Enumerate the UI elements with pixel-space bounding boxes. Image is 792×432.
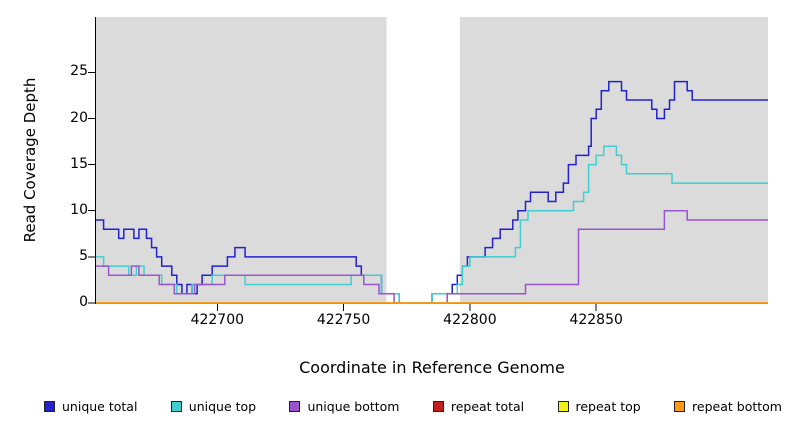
y-tick-label: 15 — [70, 155, 88, 172]
legend-item-repeat-top: repeat top — [557, 399, 641, 414]
x-tick-label: 422800 — [443, 312, 497, 328]
gap-region — [386, 17, 460, 303]
y-tick-label: 10 — [70, 201, 88, 218]
legend-label-unique-total: unique total — [62, 399, 138, 414]
legend-label-repeat-top: repeat top — [575, 399, 641, 414]
x-tick-label: 422750 — [316, 312, 371, 328]
legend-item-unique-bottom: unique bottom — [289, 399, 400, 414]
y-tick-label: 25 — [70, 63, 88, 80]
y-tick-label: 0 — [79, 294, 88, 310]
series-line-unique-top — [96, 145, 768, 304]
x-tick-label: 422700 — [190, 312, 245, 328]
legend-swatch-unique-top — [170, 401, 182, 412]
legend-swatch-repeat-top — [557, 401, 569, 412]
y-tick-label: 20 — [70, 109, 88, 126]
legend-label-repeat-bottom: repeat bottom — [692, 399, 782, 414]
legend-label-unique-top: unique top — [188, 399, 257, 414]
legend-item-unique-total: unique total — [44, 399, 137, 414]
x-tick-label: 422850 — [569, 312, 623, 328]
y-tick-label: 5 — [79, 247, 88, 264]
legend-swatch-repeat-bottom — [674, 401, 686, 412]
legend-swatch-repeat-total — [432, 401, 444, 412]
legend-swatch-unique-total — [44, 401, 55, 412]
y-axis-label: Read Coverage Depth — [21, 77, 39, 243]
series-line-unique-bottom — [96, 209, 768, 304]
x-axis-label: Coordinate in Reference Genome — [299, 358, 565, 377]
legend-item-unique-top: unique top — [170, 399, 257, 414]
legend-item-repeat-total: repeat total — [432, 399, 525, 414]
legend-item-repeat-bottom: repeat bottom — [674, 399, 782, 414]
legend: unique total unique top unique bottom repea… — [44, 399, 782, 414]
legend-label-unique-bottom: unique bottom — [307, 399, 400, 414]
legend-swatch-unique-bottom — [289, 401, 301, 412]
legend-label-repeat-total: repeat total — [450, 399, 525, 414]
